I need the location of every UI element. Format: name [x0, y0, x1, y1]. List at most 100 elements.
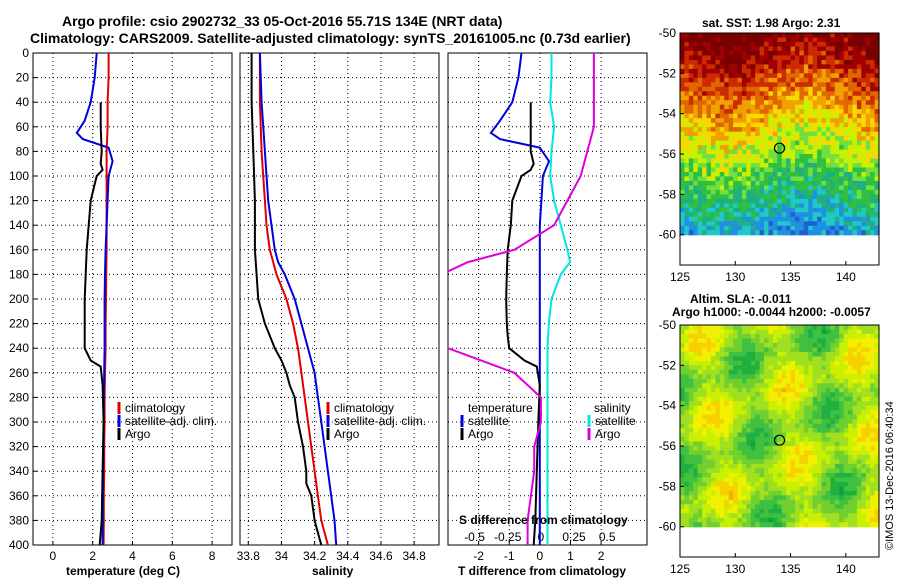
map-cell: [759, 131, 765, 137]
map-cell: [719, 154, 725, 160]
map-cell: [702, 356, 708, 362]
map-cell: [817, 154, 823, 160]
map-cell: [724, 225, 730, 231]
map-cell: [741, 410, 747, 416]
map-cell: [874, 481, 880, 487]
map-cell: [865, 230, 871, 236]
map-cell: [715, 131, 721, 137]
map-cell: [852, 171, 858, 178]
map-cell: [764, 387, 770, 393]
map-cell: [790, 365, 796, 371]
map-cell: [865, 468, 871, 474]
map-cell: [737, 405, 743, 411]
map-cell: [697, 127, 703, 133]
map-cell: [755, 333, 761, 340]
map-cell: [821, 333, 827, 340]
map-cell: [715, 329, 721, 335]
map-cell: [680, 189, 686, 195]
map-cell: [799, 428, 805, 434]
map-cell: [830, 46, 836, 52]
map-cell: [799, 508, 805, 514]
map-cell: [688, 410, 694, 416]
map-cell: [794, 82, 800, 88]
map-cell: [693, 136, 699, 142]
map-cell: [768, 405, 774, 411]
map-cell: [759, 468, 765, 474]
map-cell: [750, 145, 756, 151]
map-cell: [728, 55, 734, 61]
map-cell: [786, 517, 792, 523]
map-cell: [728, 131, 734, 137]
map-cell: [812, 86, 818, 92]
map-cell: [768, 387, 774, 393]
map-cell: [710, 459, 716, 465]
map-cell: [861, 37, 867, 43]
map-cell: [715, 189, 721, 195]
map-cell: [848, 455, 854, 461]
map-cell: [856, 325, 862, 331]
map-cell: [777, 455, 783, 461]
map-cell: [825, 154, 831, 160]
map-cell: [702, 198, 708, 204]
map-cell: [786, 95, 792, 101]
map-cell: [874, 459, 880, 465]
map-cell: [799, 167, 805, 173]
map-cell: [741, 221, 747, 227]
map-cell: [728, 91, 734, 97]
map-cell: [843, 423, 849, 429]
map-cell: [733, 189, 739, 195]
map-cell: [781, 396, 787, 402]
map-cell: [715, 369, 721, 375]
map-cell: [684, 109, 690, 115]
map-cell: [750, 104, 756, 110]
map-cell: [728, 225, 734, 231]
map-cell: [733, 423, 739, 429]
map-cell: [870, 499, 876, 505]
map-cell: [874, 140, 880, 146]
map-cell: [856, 481, 862, 487]
map-cell: [821, 410, 827, 416]
map-cell: [724, 369, 730, 375]
map-cell: [697, 437, 703, 443]
map-cell: [724, 463, 730, 470]
map-cell: [856, 167, 862, 173]
map-cell: [830, 405, 836, 411]
map-cell: [737, 468, 743, 474]
map-cell: [706, 490, 712, 496]
map-cell: [724, 189, 730, 195]
map-cell: [817, 329, 823, 335]
map-cell: [794, 522, 800, 528]
map-cell: [755, 414, 761, 420]
map-cell: [825, 459, 831, 465]
map-cell: [834, 455, 840, 461]
map-cell: [852, 423, 858, 429]
map-cell: [812, 127, 818, 133]
map-cell: [790, 171, 796, 178]
map-cell: [848, 122, 854, 128]
map-cell: [693, 194, 699, 200]
map-cell: [724, 410, 730, 416]
map-cell: [803, 73, 809, 79]
map-cell: [803, 410, 809, 416]
map-cell: [724, 118, 730, 124]
map-cell: [697, 459, 703, 465]
map-cell: [702, 517, 708, 523]
map-cell: [772, 446, 778, 452]
map-cell: [719, 410, 725, 416]
map-cell: [764, 221, 770, 227]
map-cell: [755, 230, 761, 236]
map-cell: [772, 73, 778, 79]
map-cell: [688, 472, 694, 479]
map-cell: [825, 522, 831, 528]
map-cell: [812, 33, 818, 39]
map-cell: [710, 517, 716, 523]
map-cell: [808, 486, 814, 492]
map-cell: [772, 356, 778, 362]
map-cell: [697, 369, 703, 375]
map-cell: [777, 50, 783, 57]
map-cell: [865, 508, 871, 514]
map-cell: [790, 325, 796, 331]
map-cell: [764, 338, 770, 344]
map-cell: [861, 216, 867, 222]
map-cell: [684, 392, 690, 398]
